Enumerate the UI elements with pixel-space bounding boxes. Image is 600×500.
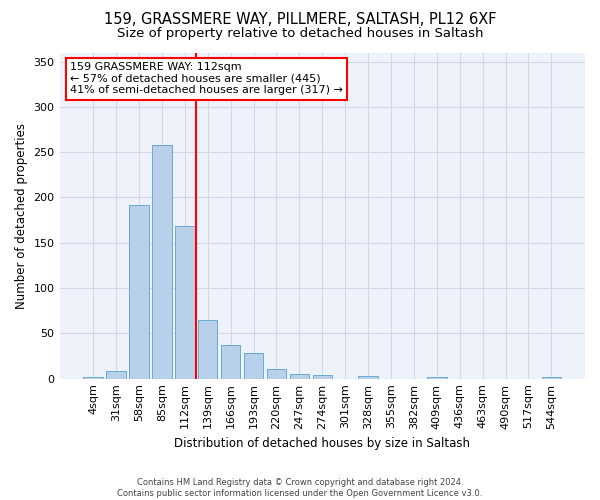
Bar [198,320,217,378]
Bar [83,377,103,378]
Bar [427,377,446,378]
Bar [313,375,332,378]
Bar [358,376,378,378]
Text: Contains HM Land Registry data © Crown copyright and database right 2024.
Contai: Contains HM Land Registry data © Crown c… [118,478,482,498]
Y-axis label: Number of detached properties: Number of detached properties [15,122,28,308]
Text: 159 GRASSMERE WAY: 112sqm
← 57% of detached houses are smaller (445)
41% of semi: 159 GRASSMERE WAY: 112sqm ← 57% of detac… [70,62,343,96]
X-axis label: Distribution of detached houses by size in Saltash: Distribution of detached houses by size … [174,437,470,450]
Bar [542,377,561,378]
Bar [106,370,126,378]
Bar [175,226,194,378]
Text: 159, GRASSMERE WAY, PILLMERE, SALTASH, PL12 6XF: 159, GRASSMERE WAY, PILLMERE, SALTASH, P… [104,12,496,28]
Text: Size of property relative to detached houses in Saltash: Size of property relative to detached ho… [117,28,483,40]
Bar [244,354,263,378]
Bar [290,374,309,378]
Bar [267,368,286,378]
Bar [129,204,149,378]
Bar [221,345,241,378]
Bar [152,145,172,378]
